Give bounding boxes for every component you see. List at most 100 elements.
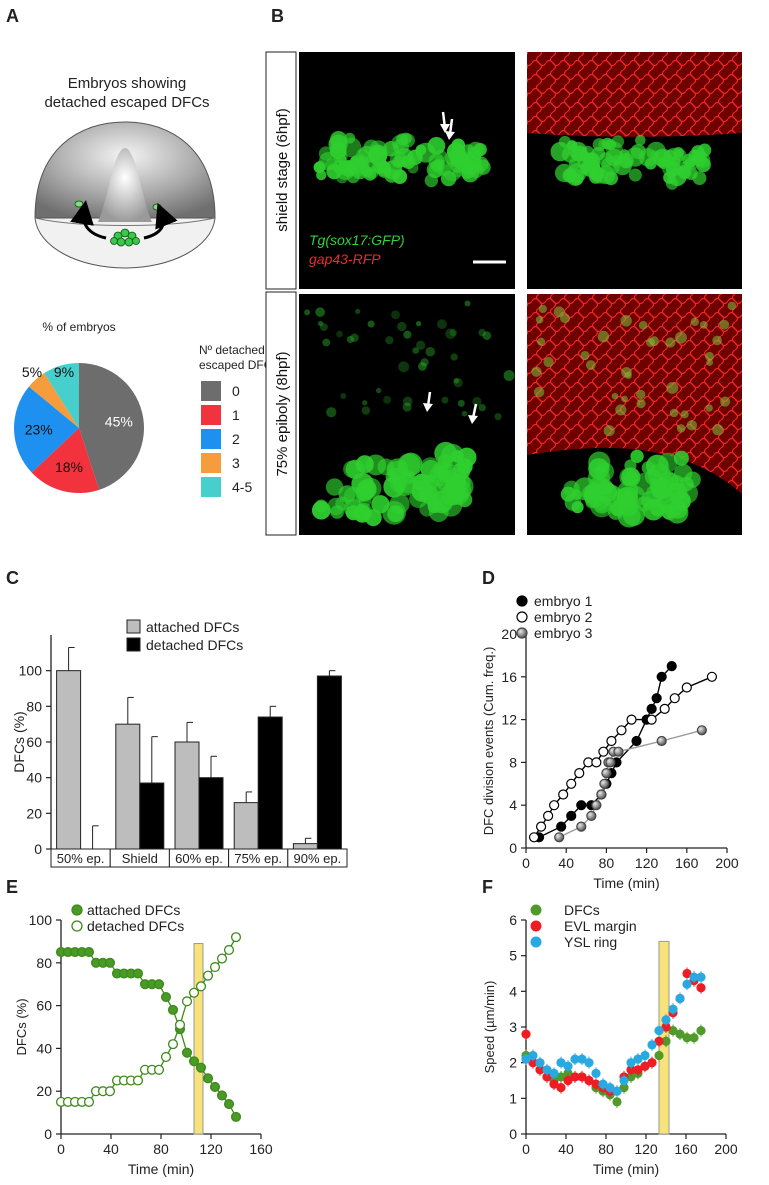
chart-f-point-ysl-ring [640, 1050, 650, 1061]
escaped-dfc-left-icon [74, 200, 84, 208]
chart-d-x-tick-label: 0 [522, 855, 530, 871]
chart-f-y-tick-label: 1 [509, 1090, 517, 1106]
chart-c-y-tick-label: 80 [26, 698, 42, 714]
chart-d-point-embryo-3 [696, 725, 707, 736]
chart-f-x-tick-label: 120 [634, 1141, 658, 1157]
chart-f-point-ysl-ring [661, 1015, 671, 1025]
chart-f-legend-label: EVL margin [564, 918, 637, 934]
chart-c-legend-label: detached DFCs [146, 637, 243, 653]
pie-legend-title-line2: escaped DFCs [199, 358, 278, 372]
chart-f-y-label: Speed (µm/min) [482, 981, 497, 1074]
chart-e-point-detached [209, 962, 221, 973]
chart-e-legend-label: attached DFCs [87, 902, 180, 918]
chart-f-x-tick-label: 80 [598, 1141, 614, 1157]
chart-f-point-dfcs [661, 1036, 671, 1046]
chart-d-x-tick-label: 200 [715, 855, 739, 871]
chart-c-bar-detached [198, 777, 224, 850]
chart-d-y-tick-label: 8 [509, 754, 517, 770]
chart-d-point-embryo-3 [605, 757, 616, 768]
chart-d-point-embryo-2 [549, 800, 560, 811]
chart-e-y-tick-label: 100 [29, 912, 53, 928]
escape-arrow-right-icon [143, 202, 178, 240]
pie-label-2: 23% [25, 421, 53, 437]
chart-f-point-dfcs [626, 1072, 636, 1082]
chart-d: 0 40 80 120 160 200 0 4 8 12 16 20 Time (min) DFC div… [481, 593, 739, 891]
chart-f-point-dfcs [654, 1050, 664, 1061]
panel-label-a: A [6, 6, 19, 26]
chart-f: 0 40 80 120 160 200 0 1 2 3 4 5 6 Time (min) Speed (µm… [482, 902, 738, 1177]
pie-label-0: 45% [105, 414, 133, 430]
chart-d-legend-marker [516, 627, 528, 639]
chart-f-legend-marker [530, 936, 542, 948]
chart-d-legend-marker [516, 611, 528, 623]
panel-label-e: E [6, 877, 18, 897]
pie-slice-4-5 [44, 363, 79, 428]
chart-f-point-ysl-ring [556, 1058, 566, 1068]
chart-c-bar-detached [257, 716, 283, 850]
pie-legend-label-2: 2 [232, 431, 240, 447]
chart-e-x-tick-label: 160 [249, 1141, 273, 1157]
chart-e-point-attached [230, 1111, 242, 1122]
chart-f-point-dfcs [675, 1029, 685, 1039]
gfp-label: Tg(sox17:GFP) [309, 232, 405, 248]
chart-f-point-dfcs [563, 1068, 573, 1078]
chart-c-y-tick-label: 100 [19, 663, 43, 679]
chart-c-y-tick-label: 60 [26, 734, 42, 750]
chart-d-point-embryo-2 [598, 746, 609, 757]
chart-d-point-embryo-1 [576, 800, 587, 811]
chart-f-point-ysl-ring [542, 1065, 552, 1075]
chart-f-x-tick-label: 0 [522, 1141, 530, 1157]
chart-e-legend-marker [71, 904, 83, 916]
chart-f-point-dfcs [696, 1025, 706, 1036]
chart-e-point-attached [216, 1090, 228, 1101]
chart-f-point-evl-margin [542, 1072, 552, 1082]
chart-e-highlight-band [193, 943, 204, 1135]
chart-e-point-attached [132, 968, 144, 979]
chart-e-x-tick-label: 40 [103, 1141, 119, 1157]
pie-legend-title-line1: Nº detached [199, 343, 265, 357]
chart-d-point-embryo-2 [535, 821, 547, 832]
chart-f-point-evl-margin [549, 1079, 559, 1089]
rfp-label: gap43-RFP [309, 251, 381, 267]
chart-c-bar-attached [115, 723, 141, 850]
chart-e-x-tick-label: 120 [199, 1141, 223, 1157]
chart-e-point-detached [83, 1096, 95, 1107]
pie-legend-swatch-4-5 [201, 477, 221, 497]
chart-f-point-ysl-ring [577, 1054, 587, 1064]
chart-d-x-tick-label: 80 [599, 855, 615, 871]
chart-f-point-ysl-ring [605, 1083, 615, 1093]
chart-d-point-embryo-3 [586, 810, 597, 822]
chart-f-point-ysl-ring [584, 1058, 594, 1068]
chart-d-y-tick-label: 16 [501, 669, 517, 685]
chart-e-point-attached [104, 957, 116, 968]
chart-d-point-embryo-1 [566, 810, 577, 822]
chart-c: 0 20 40 60 80 100 DFCs (%) 50% ep. Shield 60% ep.… [11, 619, 348, 868]
chart-c-y-tick-label: 20 [26, 805, 42, 821]
chart-d-point-embryo-2 [591, 757, 602, 768]
embryo-schematic [34, 121, 216, 269]
chart-e-point-detached [188, 987, 200, 998]
micrograph-shield-merge [527, 52, 742, 289]
chart-d-point-embryo-2 [558, 789, 569, 800]
chart-f-point-evl-margin [584, 1075, 594, 1086]
chart-f-point-evl-margin [591, 1079, 601, 1089]
chart-c-category-label: 60% ep. [175, 851, 223, 866]
chart-d-point-embryo-1 [556, 821, 567, 832]
chart-f-legend-marker [530, 904, 542, 916]
panel-a-title-line1: Embryos showing [68, 75, 186, 92]
chart-d-point-embryo-2 [669, 693, 680, 704]
micrograph-75-merge [527, 294, 742, 535]
chart-f-point-ysl-ring [591, 1068, 601, 1078]
chart-f-point-dfcs [619, 1083, 629, 1093]
chart-f-point-ysl-ring [647, 1040, 657, 1050]
chart-d-point-embryo-2 [659, 703, 670, 715]
pie-slice-3 [28, 373, 79, 428]
chart-e-point-detached [216, 953, 228, 964]
chart-e-point-attached [181, 1047, 193, 1058]
chart-d-point-embryo-2 [681, 682, 692, 693]
chart-f-point-ysl-ring [535, 1058, 545, 1068]
chart-f-point-ysl-ring [689, 972, 699, 982]
panel-a-title-line2: detached escaped DFCs [44, 94, 209, 111]
chart-d-point-embryo-1 [631, 735, 642, 747]
